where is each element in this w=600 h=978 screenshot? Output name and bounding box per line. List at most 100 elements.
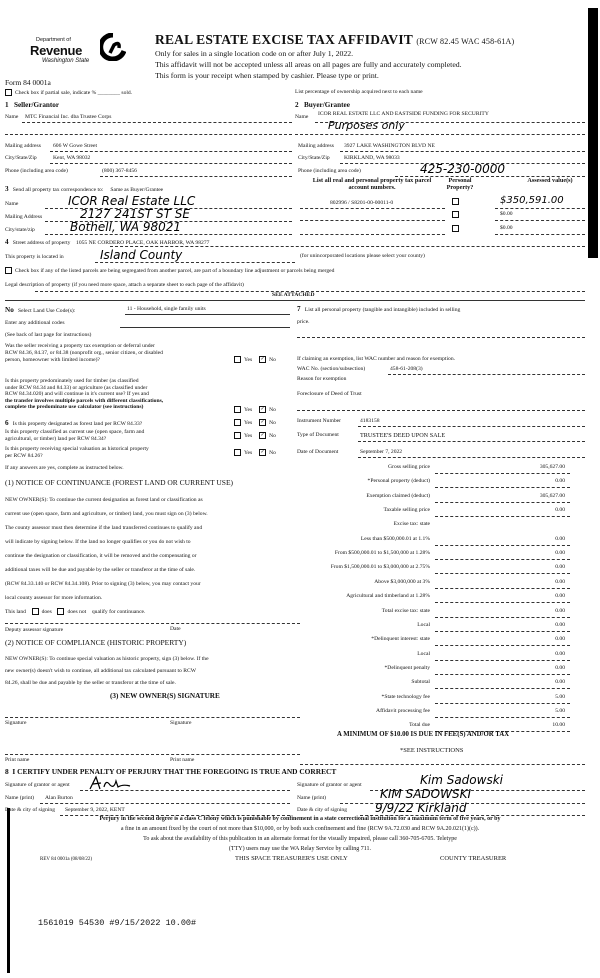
no-checkbox-checked[interactable]: ✓ <box>259 449 267 456</box>
fee-value[interactable]: 0.00 <box>555 578 565 585</box>
seller-phone[interactable]: (800) 367-8456 <box>102 168 137 174</box>
fee-label: Excise tax: state <box>393 521 430 528</box>
fee-label: Less than $500,000.01 at 1.1% <box>360 535 430 542</box>
yes-checkbox[interactable] <box>234 419 241 426</box>
partial-sale[interactable]: Check box if partial sale, indicate % __… <box>5 89 132 96</box>
grantor-signature <box>89 775 131 790</box>
same-as-buyer[interactable]: Same as Buyer/Grantee <box>110 187 164 193</box>
checkbox[interactable] <box>5 267 12 274</box>
corr-name[interactable]: ICOR Real Estate LLC <box>68 194 196 208</box>
fee-value[interactable]: 10.00 <box>552 722 565 729</box>
right-name-label: Name (print) <box>297 795 327 801</box>
checkbox[interactable] <box>452 198 459 205</box>
right-date-label: Date & city of signing <box>297 807 348 813</box>
seller-phone-label: Phone (including area code) <box>5 168 68 174</box>
right-name[interactable]: KIM SADOWSKI <box>380 787 471 801</box>
section-number: 7 <box>297 305 301 313</box>
seller-name[interactable]: MTC Financial Inc. dba Trustee Corps <box>25 114 112 120</box>
left-date[interactable]: September 9, 2022, KENT <box>65 807 125 813</box>
segregated-row[interactable]: Check box if any of the listed parcels a… <box>5 267 334 274</box>
tty-line: (TTY) users may use the WA Relay Service… <box>228 846 372 852</box>
section-number: 2 <box>295 101 299 109</box>
land-use-value[interactable]: 11 - Household, single family units <box>127 306 206 312</box>
fee-line <box>435 688 570 690</box>
street-label: Street address of property <box>12 240 71 246</box>
does-not-checkbox[interactable] <box>57 608 65 615</box>
checkbox[interactable] <box>452 211 459 218</box>
seller-city[interactable]: Kent, WA 98032 <box>53 155 91 161</box>
instrument-value[interactable]: 4183158 <box>360 418 380 424</box>
price-label: price. <box>297 319 310 325</box>
no-checkbox-checked[interactable]: ✓ <box>259 432 267 439</box>
legal-value[interactable]: SEE ATTACHED <box>272 292 315 298</box>
reason-value[interactable]: Foreclosure of Deed of Trust <box>297 391 362 397</box>
street-value[interactable]: 1055 NE CORDERO PLACE, OAK HARBOR, WA 98… <box>76 240 210 246</box>
grantee-signature: Kim Sadowski <box>420 773 503 787</box>
buyer-name[interactable]: ICOR REAL ESTATE LLC AND EASTSIDE FUNDIN… <box>318 111 489 117</box>
notice-line: will indicate by signing below. If the l… <box>5 539 191 545</box>
fee-value[interactable]: 0.00 <box>555 607 565 614</box>
buyer-city[interactable]: KIRKLAND, WA 98033 <box>344 155 400 161</box>
fee-label: Above $3,000,000 at 3% <box>374 578 430 585</box>
corr-city[interactable]: Bothell, WA 98021 <box>70 220 182 234</box>
fee-value[interactable]: 0.00 <box>555 679 565 686</box>
fee-value[interactable]: 0.00 <box>555 650 565 657</box>
unincorporated-note: (for unincorporated locations please sel… <box>300 253 425 259</box>
assessed-value[interactable]: $0.00 <box>500 211 513 217</box>
right-sig-label: Signature of grantor or agent <box>297 782 362 788</box>
does-checkbox[interactable] <box>31 608 39 615</box>
header-line: This form is your receipt when stamped b… <box>155 71 379 80</box>
yes-label: Yes <box>244 419 253 426</box>
yes-checkbox[interactable] <box>234 406 241 413</box>
right-date[interactable]: 9/9/22 Kirkland <box>375 801 467 815</box>
certify-text: I CERTIFY UNDER PENALTY OF PERJURY THAT … <box>12 767 337 776</box>
fee-line <box>435 602 570 604</box>
fee-value[interactable]: 0.00 <box>555 478 565 485</box>
fee-value[interactable]: 0.00 <box>555 636 565 643</box>
left-name[interactable]: Alan Burton <box>45 795 73 801</box>
fee-label: From $1,500,000.01 to $3,000,000 at 2.75… <box>330 564 430 571</box>
seller-mail[interactable]: 606 W Gowe Street <box>53 143 98 149</box>
q-forest: 6 Is this property designated as forest … <box>5 419 142 427</box>
yes-checkbox[interactable] <box>234 356 241 363</box>
fee-value[interactable]: 5.00 <box>555 693 565 700</box>
section-number: 4 <box>5 238 9 246</box>
no-checkbox-checked[interactable]: ✓ <box>259 356 267 363</box>
buyer-mail[interactable]: 3927 LAKE WASHINGTON BLVD NE <box>344 143 435 149</box>
yes-checkbox[interactable] <box>234 449 241 456</box>
wac-label: WAC No. (section/subsection) <box>297 366 366 372</box>
fee-label: Taxable selling price <box>383 507 430 514</box>
assessed-value[interactable]: $350,591.00 <box>500 195 564 206</box>
fee-label: Total excise tax: state <box>381 607 430 614</box>
fee-value[interactable]: 305,627.00 <box>539 464 565 470</box>
fee-value[interactable]: 0.00 <box>555 593 565 600</box>
no-checkbox-checked[interactable]: ✓ <box>259 419 267 426</box>
yes-checkbox[interactable] <box>234 432 241 439</box>
fee-value[interactable]: 305,627.00 <box>539 492 565 499</box>
no-checkbox-checked[interactable]: ✓ <box>259 406 267 413</box>
assessed-value[interactable]: $0.00 <box>500 225 513 231</box>
checkbox[interactable] <box>452 225 459 232</box>
fee-value[interactable]: 0.00 <box>555 564 565 571</box>
fee-value[interactable]: 0.00 <box>555 507 565 514</box>
doc-type-value[interactable]: TRUSTEE'S DEED UPON SALE <box>360 432 446 439</box>
located-value[interactable]: Island County <box>100 248 183 262</box>
fee-value[interactable]: 0.00 <box>555 664 565 671</box>
fee-value[interactable]: 0.00 <box>555 621 565 628</box>
fee-value[interactable]: 5.00 <box>555 707 565 714</box>
doc-date-value[interactable]: September 7, 2022 <box>360 449 403 455</box>
buyer-phone[interactable]: 425-230-0000 <box>420 162 506 176</box>
checkbox[interactable] <box>5 89 12 96</box>
fee-label: From $500,000.01 to $1,500,000 at 1.28% <box>334 550 430 557</box>
q-historic: Is this property receiving special valua… <box>5 446 149 459</box>
assessed-heading: Assessed value(s) <box>527 177 573 184</box>
fee-line <box>435 473 570 474</box>
parcel-number[interactable]: 802996 / S8201-00-00011-0 <box>330 200 394 206</box>
fee-value[interactable]: 0.00 <box>555 550 565 557</box>
fee-line <box>435 573 570 575</box>
wac-value[interactable]: 458-61-208(3) <box>390 366 423 372</box>
corr-mail[interactable]: 2127 241ST ST SE <box>80 207 190 221</box>
date-label: Date <box>170 626 181 632</box>
notice-line: new owner(s) doesn't wish to continue, a… <box>5 668 196 674</box>
fee-value[interactable]: 0.00 <box>555 535 565 542</box>
